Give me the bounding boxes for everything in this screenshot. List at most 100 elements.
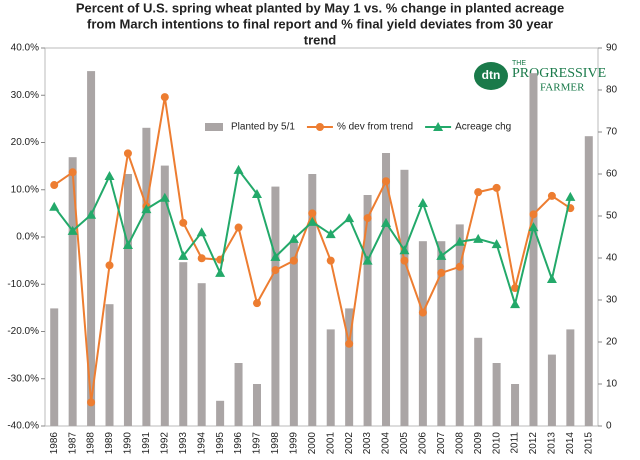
marker	[234, 223, 243, 232]
marker	[160, 93, 169, 102]
legend-label: Acreage chg	[455, 122, 511, 133]
x-tick-label: 1999	[288, 432, 299, 455]
marker	[196, 227, 207, 237]
marker	[547, 191, 556, 200]
marker	[325, 229, 336, 239]
x-tick-label: 2003	[362, 432, 373, 455]
marker	[400, 256, 409, 265]
marker	[492, 183, 501, 192]
y-tick-label: -10.0%	[7, 279, 39, 290]
y-tick-label: 20.0%	[11, 137, 39, 148]
x-tick-label: 2012	[528, 432, 539, 455]
y2-tick-label: 10	[606, 379, 618, 390]
bar	[584, 136, 593, 426]
x-tick-label: 2004	[381, 432, 392, 455]
bar	[547, 354, 556, 426]
bar	[123, 174, 132, 426]
marker	[307, 216, 318, 226]
bar	[216, 400, 225, 426]
marker	[473, 233, 484, 243]
bar	[363, 195, 372, 426]
marker	[546, 274, 557, 284]
marker	[418, 308, 427, 317]
bar	[529, 73, 538, 426]
x-tick-label: 1990	[123, 432, 134, 455]
marker	[67, 225, 78, 235]
x-tick-label: 2000	[307, 432, 318, 455]
y2-tick-label: 90	[606, 43, 618, 54]
y-tick-label: 0.0%	[16, 232, 39, 243]
legend-marker	[315, 123, 324, 131]
x-tick-label: 1986	[49, 432, 60, 455]
x-tick-label: 1997	[252, 432, 263, 455]
marker	[362, 255, 373, 265]
marker	[455, 262, 464, 271]
marker	[436, 250, 447, 260]
x-tick-label: 1993	[178, 432, 189, 455]
legend-label: % dev from trend	[337, 122, 413, 133]
bar	[197, 283, 206, 426]
x-tick-label: 2009	[473, 432, 484, 455]
bar	[418, 241, 427, 426]
marker	[270, 251, 281, 261]
y2-tick-label: 0	[606, 421, 612, 432]
x-tick-label: 2007	[436, 432, 447, 455]
marker	[104, 171, 115, 181]
marker	[159, 192, 170, 202]
chart-title: Percent of U.S. spring wheat planted by …	[76, 0, 564, 15]
bar	[252, 384, 261, 426]
x-tick-label: 2010	[491, 432, 502, 455]
y-tick-label: 40.0%	[11, 43, 39, 54]
x-tick-label: 2015	[583, 432, 594, 455]
marker	[197, 254, 206, 263]
bar	[234, 363, 243, 426]
y-tick-label: -40.0%	[7, 421, 39, 432]
marker	[511, 284, 520, 293]
marker	[271, 266, 280, 275]
legend-label: Planted by 5/1	[231, 122, 295, 133]
x-tick-label: 2002	[344, 432, 355, 455]
marker	[105, 261, 114, 270]
bar	[474, 337, 483, 426]
marker	[326, 256, 335, 265]
bar	[68, 157, 77, 426]
bar	[382, 153, 391, 426]
logo-text: PROGRESSIVE	[512, 66, 606, 81]
marker	[251, 189, 262, 199]
bar	[566, 329, 575, 426]
marker	[141, 204, 152, 214]
marker	[399, 245, 410, 255]
marker	[417, 197, 428, 207]
marker	[122, 240, 133, 250]
bar	[142, 127, 151, 427]
chart-title: trend	[304, 32, 337, 47]
y2-tick-label: 60	[606, 169, 618, 180]
x-tick-label: 2001	[325, 432, 336, 455]
x-tick-label: 1998	[270, 432, 281, 455]
x-tick-label: 1987	[67, 432, 78, 455]
bar	[87, 71, 96, 426]
marker	[123, 149, 132, 158]
y2-tick-label: 30	[606, 295, 618, 306]
legend: Planted by 5/1 % dev from trend Acreage ch…	[205, 122, 511, 133]
x-tick-label: 2006	[418, 432, 429, 455]
logo-mark: dtn	[482, 68, 501, 82]
bar	[326, 329, 335, 426]
y-tick-label: -20.0%	[7, 326, 39, 337]
marker	[529, 210, 538, 219]
marker	[363, 214, 372, 223]
marker	[215, 267, 226, 277]
x-tick-label: 1995	[215, 432, 226, 455]
x-tick-label: 1996	[233, 432, 244, 455]
chart-title: from March intentions to final report an…	[87, 16, 553, 31]
x-tick-label: 2014	[565, 432, 576, 455]
marker	[565, 191, 576, 201]
bar	[400, 169, 409, 427]
x-tick-label: 2008	[454, 432, 465, 455]
bar	[511, 384, 520, 426]
y2-tick-label: 80	[606, 85, 618, 96]
logo-text: THE	[512, 60, 526, 67]
x-tick-label: 2011	[510, 432, 521, 454]
marker	[68, 168, 77, 177]
legend-swatch	[205, 123, 223, 131]
